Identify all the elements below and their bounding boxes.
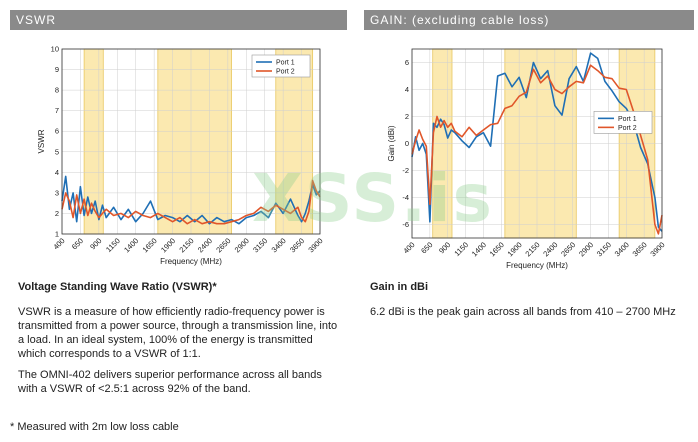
vswr-paragraph-1-line-3: a load. In an ideal system, 100% of the … (18, 334, 313, 346)
gain-xtick-7: 2150 (523, 240, 541, 258)
vswr-band-2 (275, 48, 314, 235)
vswr-frame (61, 48, 321, 235)
vswr-xtick-14: 3900 (306, 236, 324, 254)
gain-xtick-0: 400 (401, 240, 416, 255)
gain-xlabel: Frequency (MHz) (506, 261, 568, 270)
vswr-ytick-5: 6 (55, 127, 59, 136)
gain-ytick-6: 6 (405, 58, 409, 67)
gain-xtick-6: 1900 (506, 240, 524, 258)
vswr-ytick-9: 10 (51, 45, 59, 54)
vswr-band-1 (157, 48, 232, 235)
gain-xtick-9: 2650 (559, 240, 577, 258)
gain-ylabel: Gain (dBi) (387, 125, 396, 161)
vswr-ytick-2: 3 (55, 188, 59, 197)
vswr-ytick-6: 7 (55, 106, 59, 115)
vswr-series-1-line (61, 175, 321, 225)
vswr-xtick-13: 3650 (288, 236, 306, 254)
vswr-xtick-10: 2900 (233, 236, 251, 254)
vswr-xtick-3: 1150 (104, 236, 122, 254)
gain-ytick-4: 2 (405, 112, 409, 121)
vswr-xtick-8: 2400 (196, 236, 214, 254)
gain-ytick-3: 0 (405, 139, 409, 148)
gain-frame (411, 48, 663, 239)
gain-xtick-13: 3650 (631, 240, 649, 258)
vswr-xtick-11: 3150 (251, 236, 269, 254)
watermark: XSS.is (252, 160, 494, 237)
vswr-paragraph-1-line-4: which corresponds to a VSWR of 1:1. (18, 348, 201, 360)
gain-section-header: GAIN: (excluding cable loss) (364, 10, 694, 30)
vswr-ytick-3: 4 (55, 168, 59, 177)
vswr-xlabel: Frequency (MHz) (160, 257, 222, 266)
vswr-ytick-7: 8 (55, 86, 59, 95)
gain-xtick-5: 1650 (488, 240, 506, 258)
vswr-ylabel: VSWR (37, 129, 46, 153)
vswr-section-header: VSWR (10, 10, 347, 30)
vswr-paragraph-2-line-2: with a VSWR of <2.5:1 across 92% of the … (18, 383, 251, 395)
vswr-paragraph-1-line-2: transmitted from a power source, through… (18, 320, 338, 332)
gain-xtick-2: 900 (437, 240, 452, 255)
gain-xtick-4: 1400 (470, 240, 488, 258)
gain-legend-label-2: Port 2 (618, 125, 637, 132)
vswr-chart: 1 2 3 4 5 6 7 8 9 10 400 650 900 1150 1400 1650 1900 2150… (37, 45, 325, 267)
vswr-xtick-5: 1650 (141, 236, 159, 254)
gain-legend-label-1: Port 1 (618, 116, 637, 123)
gain-xtick-10: 2900 (577, 240, 595, 258)
footnote: * Measured with 2m low loss cable (10, 421, 179, 433)
gain-ytick-1: -4 (402, 193, 409, 202)
vswr-xtick-7: 2150 (177, 236, 195, 254)
vswr-legend-label-2: Port 2 (276, 69, 295, 76)
vswr-heading: Voltage Standing Wave Ratio (VSWR)* (18, 281, 217, 293)
vswr-ytick-1: 2 (55, 209, 59, 218)
vswr-xtick-4: 1400 (122, 236, 140, 254)
gain-heading: Gain in dBi (370, 281, 429, 293)
gain-ytick-5: 4 (405, 85, 409, 94)
gain-xtick-12: 3400 (613, 240, 631, 258)
gain-ytick-2: -2 (402, 166, 409, 175)
gain-xtick-8: 2400 (541, 240, 559, 258)
gain-series-1-line (411, 52, 663, 232)
vswr-series-2-line (61, 179, 321, 225)
vswr-legend-label-1: Port 1 (276, 60, 295, 67)
vswr-xtick-6: 1900 (159, 236, 177, 254)
vswr-xtick-12: 3400 (270, 236, 288, 254)
vswr-xtick-0: 400 (51, 236, 66, 251)
gain-xtick-11: 3150 (595, 240, 613, 258)
vswr-ytick-8: 9 (55, 65, 59, 74)
vswr-ytick-4: 5 (55, 147, 59, 156)
gain-xtick-1: 650 (419, 240, 434, 255)
vswr-xtick-9: 2650 (214, 236, 232, 254)
vswr-paragraph-2-line-1: The OMNI-402 delivers superior performan… (18, 369, 322, 381)
gain-xtick-3: 1150 (452, 240, 470, 258)
gain-xtick-14: 3900 (648, 240, 666, 258)
vswr-xtick-2: 900 (88, 236, 103, 251)
gain-ytick-0: -6 (402, 220, 409, 229)
vswr-paragraph-1-line-1: VSWR is a measure of how efficiently rad… (18, 306, 325, 318)
vswr-ytick-0: 1 (55, 230, 59, 239)
gain-series-2-line (411, 64, 663, 235)
gain-paragraph: 6.2 dBi is the peak gain across all band… (370, 306, 676, 318)
vswr-xtick-1: 650 (70, 236, 85, 251)
